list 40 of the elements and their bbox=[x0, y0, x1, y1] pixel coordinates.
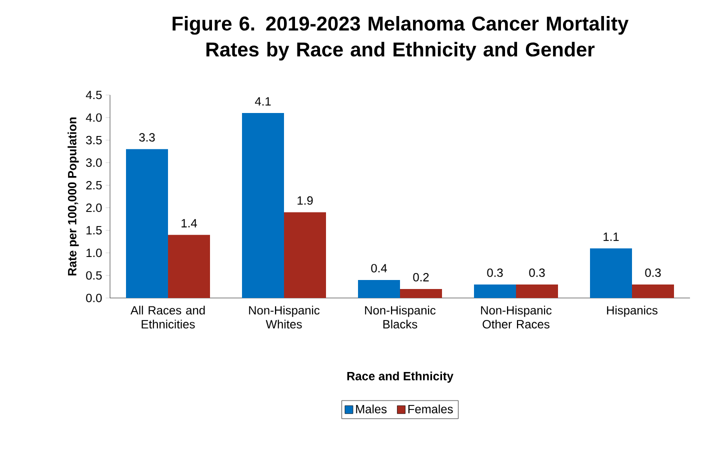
x-tick-label: Non-Hispanic Other Races bbox=[481, 306, 552, 328]
bar bbox=[126, 149, 168, 298]
x-tick-label: Hispanics bbox=[607, 306, 658, 317]
data-label: 0.3 bbox=[487, 268, 503, 277]
y-tick-label: 0.5 bbox=[86, 271, 102, 280]
bar bbox=[590, 248, 632, 298]
x-tick-label: Non-Hispanic Whites bbox=[249, 306, 320, 328]
y-tick-label: 4.5 bbox=[86, 90, 102, 100]
bar bbox=[516, 284, 558, 298]
legend-label: Females bbox=[408, 404, 453, 414]
x-axis-title: Race and Ethnicity bbox=[347, 372, 454, 383]
bar bbox=[474, 284, 516, 298]
x-tick-label: All Races and Ethnicities bbox=[130, 306, 205, 328]
chart-title: Figure 6. 2019-2023 Melanoma Cancer Mortality Rates by Race and Ethnicity and Gender bbox=[172, 16, 629, 61]
y-tick-label: 0.0 bbox=[86, 294, 102, 302]
y-tick-label: 4.0 bbox=[86, 113, 102, 122]
y-tick-label: 2.5 bbox=[86, 180, 102, 190]
x-tick-label: Non-Hispanic Blacks bbox=[365, 306, 436, 328]
data-label: 0.3 bbox=[529, 268, 545, 277]
y-tick-label: 3.5 bbox=[86, 136, 102, 144]
bar bbox=[358, 280, 400, 298]
y-tick-label: 1.0 bbox=[86, 248, 102, 258]
data-label: 1.4 bbox=[182, 219, 197, 228]
legend-label: Males bbox=[356, 404, 387, 414]
data-label: 0.4 bbox=[371, 264, 387, 272]
y-tick-label: 1.5 bbox=[86, 226, 102, 234]
data-label: 4.1 bbox=[254, 97, 271, 106]
data-label: 0.3 bbox=[645, 268, 661, 277]
data-label: 1.9 bbox=[298, 196, 313, 205]
bar bbox=[400, 288, 442, 298]
data-label: 0.2 bbox=[413, 272, 429, 282]
y-axis-title: Rate per 100,000 Population bbox=[68, 118, 79, 276]
data-label: 1.1 bbox=[604, 232, 619, 241]
y-tick-label: 2.0 bbox=[86, 204, 102, 212]
bar bbox=[632, 284, 674, 298]
bar bbox=[284, 212, 326, 298]
y-tick-label: 3.0 bbox=[86, 158, 102, 167]
data-label: 3.3 bbox=[139, 133, 155, 142]
bar bbox=[242, 113, 284, 298]
bar bbox=[168, 234, 210, 298]
